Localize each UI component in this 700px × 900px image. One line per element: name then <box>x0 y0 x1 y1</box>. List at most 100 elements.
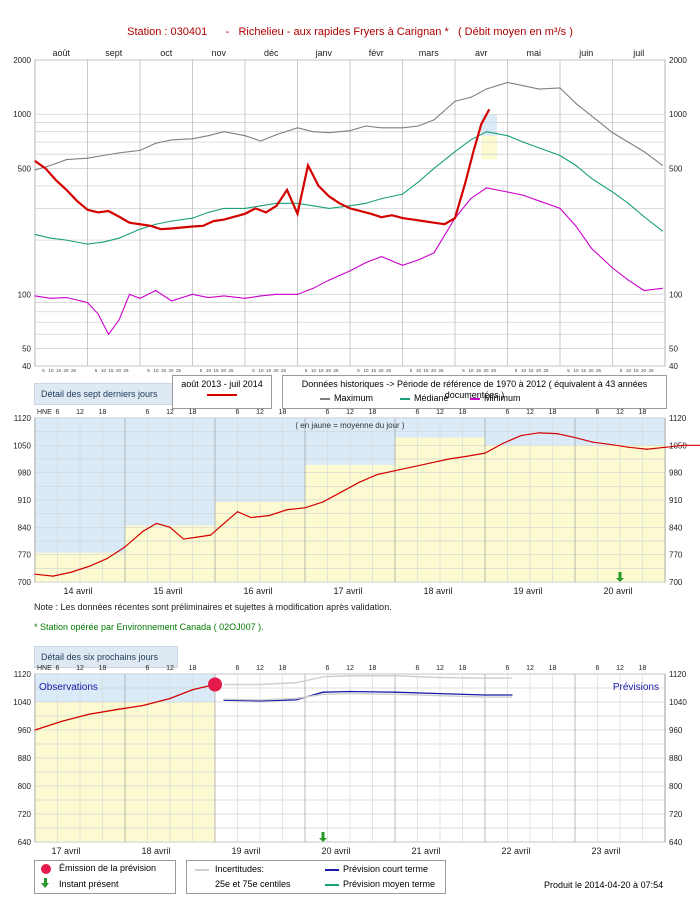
emission-marker-icon <box>41 864 51 874</box>
annual-day-tick: 5 <box>42 368 45 373</box>
annual-point-maximum <box>86 157 89 159</box>
annual-point-minimum <box>485 187 488 189</box>
annual-point-minimum <box>328 279 330 281</box>
forecast-legend-lines: Incertitudes: 25e et 75e centiles Prévis… <box>186 860 446 894</box>
next6-point-uncert <box>511 696 513 698</box>
next6-svg-hour-tick: 18 <box>459 665 467 672</box>
annual-point-maximum <box>244 135 246 137</box>
next6-point-uncert <box>484 677 486 679</box>
annual-point-maximum <box>191 138 194 140</box>
annual-point-maximum <box>349 130 351 132</box>
last7-point <box>209 534 212 536</box>
annual-point-maximum <box>433 119 435 121</box>
last7-svg-hour-tick: 12 <box>76 409 84 416</box>
next6-svg-y-tick-right: 1040 <box>669 698 687 707</box>
annual-point-current <box>44 167 47 170</box>
annual-point-median <box>661 230 663 232</box>
last7-point <box>196 536 198 538</box>
last7-svg-hour-tick: 18 <box>189 409 197 416</box>
last7-point <box>106 557 108 560</box>
annual-point-minimum <box>170 300 173 302</box>
annual-point-median <box>223 207 225 209</box>
last7-svg-y-tick-right: 840 <box>669 523 683 532</box>
annual-point-minimum <box>65 296 68 299</box>
annual-point-current <box>422 220 425 222</box>
next6-point-current <box>142 704 144 707</box>
annual-point-current <box>128 222 131 224</box>
annual-point-median <box>590 177 593 180</box>
previsions-label: Prévisions <box>613 682 659 693</box>
annual-point-maximum <box>661 164 663 166</box>
annual-day-tick: 15 <box>371 368 377 373</box>
annual-point-minimum <box>260 295 262 297</box>
annual-point-current <box>97 211 99 214</box>
detail6-label[interactable]: Détail des six prochains jours <box>34 646 178 668</box>
annual-day-tick: 10 <box>468 368 474 373</box>
last7-point <box>664 446 666 448</box>
annual-point-current <box>265 211 267 214</box>
annual-point-maximum <box>401 127 404 129</box>
annual-point-maximum <box>454 100 456 102</box>
annual-day-tick: 10 <box>206 368 212 373</box>
detail7-label[interactable]: Détail des sept derniers jours <box>34 383 178 405</box>
annual-point-current <box>244 213 246 215</box>
annual-point-minimum <box>470 198 472 200</box>
annual-point-median <box>312 205 314 207</box>
last7-svg-y-tick-right: 910 <box>669 496 683 505</box>
next6-point-uncert <box>259 683 261 686</box>
last7-svg-hour-tick: 6 <box>326 409 330 416</box>
next6-svg-day-label: 18 avril <box>141 846 170 856</box>
annual-day-tick: 15 <box>318 368 324 373</box>
annual-y-tick-right: 50 <box>669 345 678 354</box>
annual-point-median <box>50 237 52 239</box>
annual-month-label: juil <box>632 48 644 58</box>
emission-point <box>208 677 222 692</box>
annual-point-maximum <box>380 127 383 129</box>
annual-day-tick: 20 <box>641 368 647 373</box>
preliminary-note: Note : Les données récentes sont prélimi… <box>34 602 392 612</box>
next6-svg-day-label: 17 avril <box>51 846 80 856</box>
last7-point <box>34 573 36 575</box>
last7-svg-hour-tick: 6 <box>506 409 510 416</box>
annual-point-median <box>380 198 383 200</box>
last7-svg-hour-tick: 12 <box>526 409 534 416</box>
next6-svg-y-tick-right: 720 <box>669 810 683 819</box>
annual-day-tick: 15 <box>633 368 639 373</box>
annual-point-maximum <box>328 132 330 134</box>
last7-svg-hour-tick: 6 <box>146 409 150 416</box>
annual-day-tick: 5 <box>357 368 360 373</box>
emission-label: Émission de la prévision <box>59 863 157 873</box>
last7-svg-y-tick-right: 1120 <box>669 414 687 423</box>
last7-svg-day-label: 16 avril <box>243 586 272 596</box>
last7-point <box>520 434 522 437</box>
annual-day-tick: 10 <box>258 368 264 373</box>
last7-svg-hour-tick: 12 <box>346 409 354 416</box>
annual-point-minimum <box>522 194 524 196</box>
annual-point-median <box>454 151 456 153</box>
next6-point-current <box>191 689 194 691</box>
last7-point <box>88 565 90 567</box>
annual-point-maximum <box>559 87 561 89</box>
last7-svg-y-tick-left: 700 <box>18 578 32 587</box>
annual-month-label: nov <box>211 48 226 58</box>
annual-day-tick: 25 <box>491 368 497 373</box>
annual-point-maximum <box>643 151 645 153</box>
annual-point-median <box>643 216 645 218</box>
short-term-swatch <box>325 869 339 871</box>
next6-point-current <box>61 720 63 722</box>
annual-point-minimum <box>244 297 246 299</box>
last7-point <box>574 436 576 439</box>
annual-point-minimum <box>417 259 419 261</box>
annual-day-tick: 10 <box>101 368 107 373</box>
last7-annotation: ( en jaune = moyenne du jour ) <box>295 421 405 430</box>
legend-max-swatch <box>320 398 330 400</box>
annual-point-minimum <box>191 293 194 295</box>
last7-point <box>304 507 306 509</box>
last7-svg-hour-tick: 6 <box>56 409 60 416</box>
short-term-label: Prévision court terme <box>343 864 429 874</box>
annual-point-current <box>55 179 57 181</box>
annual-day-tick: 5 <box>200 368 203 373</box>
annual-point-current <box>65 189 68 191</box>
annual-point-minimum <box>275 293 278 295</box>
next6-point-short_term <box>511 694 513 696</box>
